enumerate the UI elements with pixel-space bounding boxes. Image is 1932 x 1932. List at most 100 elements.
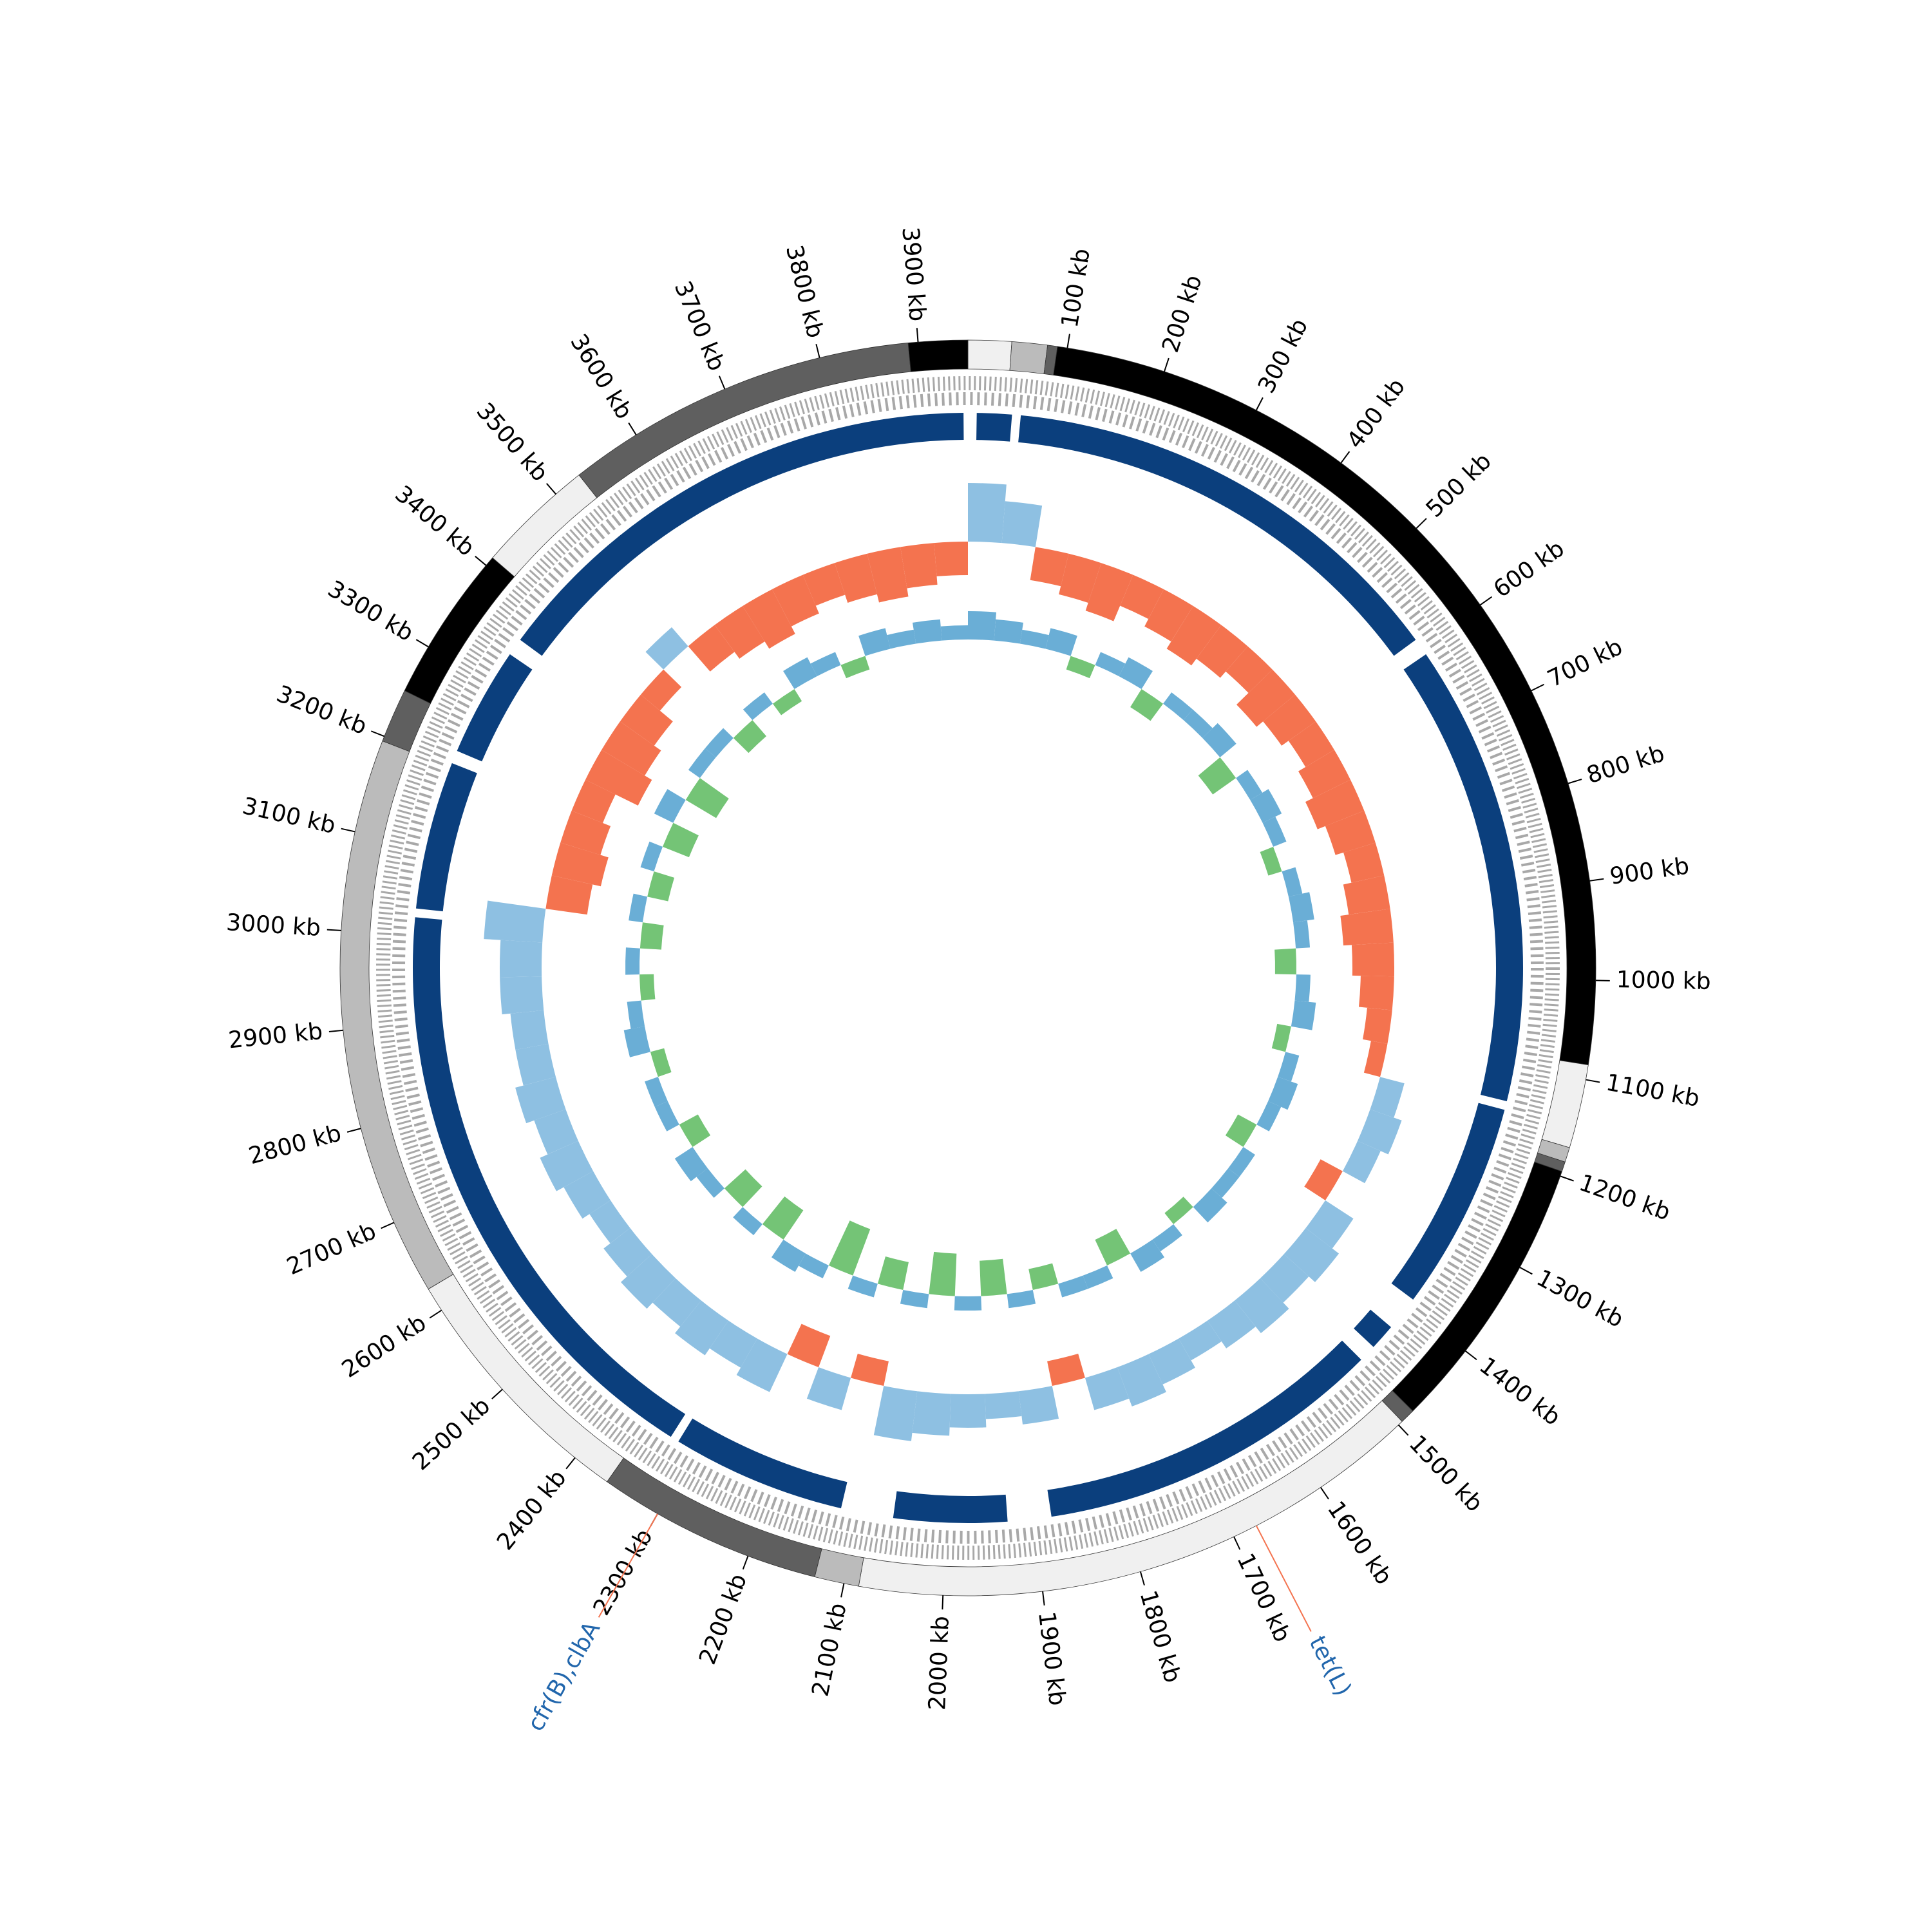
tick-mark xyxy=(1589,878,1604,882)
x-tick-label: 1500 kb xyxy=(1404,1430,1488,1517)
x-tick-label: 300 kb xyxy=(1253,314,1313,397)
x-tick-label: 3500 kb xyxy=(471,398,553,487)
gc-content-bar xyxy=(1288,721,1334,768)
gc-skew-bar xyxy=(858,628,891,656)
tick-mark xyxy=(718,375,726,390)
gc-skew-bar xyxy=(733,720,766,753)
tick-mark xyxy=(346,1128,361,1133)
blast-hit xyxy=(1047,1340,1361,1517)
tick-mark xyxy=(1340,451,1350,464)
tick-mark xyxy=(545,483,556,495)
x-tick-label: 2700 kb xyxy=(283,1218,380,1280)
gc-skew-bar xyxy=(1183,709,1213,738)
gc-content-bar xyxy=(545,875,593,915)
gc-content-bar xyxy=(1305,779,1365,829)
gc-skew-bar xyxy=(771,1239,806,1273)
gc-content-bar xyxy=(571,779,616,823)
gc-skew-bar xyxy=(645,1077,668,1107)
gc-skew-bar xyxy=(810,652,841,676)
gc-content-bar xyxy=(1179,1320,1222,1361)
gc-content-bar xyxy=(652,1278,701,1327)
gc-content-bar xyxy=(515,1077,566,1124)
annotation-line xyxy=(1255,1525,1312,1632)
x-tick-label: 1600 kb xyxy=(1322,1497,1397,1589)
tick-mark xyxy=(475,556,487,566)
gc-skew-bar xyxy=(674,1147,708,1182)
gc-content-bar xyxy=(1018,1385,1059,1425)
gc-skew-bar xyxy=(799,1253,829,1278)
blast-hit xyxy=(1391,1103,1505,1300)
gc-content-bar xyxy=(772,574,819,627)
gc-skew-bar xyxy=(1211,1168,1240,1198)
gc-skew-bar xyxy=(840,656,870,679)
gc-content-bar xyxy=(968,483,1007,544)
gc-content-bar xyxy=(1226,646,1273,693)
tick-mark xyxy=(1464,1350,1477,1361)
gc-content-bar xyxy=(802,563,846,606)
gc-content-bar xyxy=(534,1109,578,1155)
gc-skew-bar xyxy=(625,947,640,975)
x-tick-label: 2400 kb xyxy=(492,1465,572,1555)
tick-mark xyxy=(370,730,385,737)
gc-content-bar xyxy=(603,1227,652,1277)
gc-content-bar xyxy=(1144,589,1193,642)
x-tick-label: 1700 kb xyxy=(1231,1549,1295,1646)
gc-content-bar xyxy=(1085,563,1133,621)
gc-skew-bar xyxy=(848,1275,878,1298)
gc-skew-bar xyxy=(647,871,675,902)
gc-content-bar xyxy=(500,976,544,1015)
gc-skew-bar xyxy=(1293,920,1311,949)
gc-skew-bar xyxy=(1202,723,1236,758)
blast-hit xyxy=(678,1418,848,1509)
x-tick-label: 3200 kb xyxy=(273,681,371,740)
gc-content-bar xyxy=(1358,976,1394,1010)
tick-mark xyxy=(328,1029,343,1032)
gc-content-bar xyxy=(1235,1278,1289,1334)
x-tick-label: 3700 kb xyxy=(669,278,730,375)
gc-content-bar xyxy=(499,940,543,978)
gc-skew-bar xyxy=(639,974,656,1001)
gc-content-bar xyxy=(743,589,795,649)
tick-mark xyxy=(1416,518,1427,529)
gc-skew-bar xyxy=(994,619,1024,644)
x-tick-label: 2100 kb xyxy=(808,1601,852,1699)
blast-hit xyxy=(457,654,533,762)
gc-content-bar xyxy=(551,842,609,887)
gc-skew-bar xyxy=(887,629,916,649)
gc-content-bar xyxy=(620,694,673,746)
gc-skew-bar xyxy=(1274,948,1296,975)
gc-skew-bar xyxy=(639,922,664,950)
tick-mark xyxy=(327,929,341,931)
gc-skew-bar xyxy=(1282,867,1303,897)
gc-content-bar xyxy=(675,1300,729,1356)
gc-skew-bar xyxy=(1228,1147,1255,1177)
gc-content-bar xyxy=(1263,694,1316,746)
tick-mark xyxy=(1139,1571,1145,1586)
x-tick-label: 2300 kb xyxy=(589,1525,658,1620)
tick-mark xyxy=(840,1583,845,1598)
x-tick-label: 500 kb xyxy=(1421,448,1497,523)
blast-hit xyxy=(893,1491,1008,1523)
tick-mark xyxy=(1567,779,1582,784)
gc-content-bar xyxy=(621,1254,676,1309)
gc-content-bar xyxy=(1358,1109,1402,1155)
gc-skew-bar xyxy=(1291,1000,1316,1030)
x-tick-label: 3400 kb xyxy=(390,480,479,562)
gc-content-bar xyxy=(867,547,909,603)
gc-skew-bar xyxy=(654,789,686,823)
annotation-label: tet(L) xyxy=(1303,1632,1356,1700)
gc-skew-bar xyxy=(912,619,942,644)
tick-mark xyxy=(1066,334,1070,348)
gc-skew-bar xyxy=(783,657,817,690)
tick-mark xyxy=(1255,397,1264,411)
gc-content-bar xyxy=(560,810,611,855)
gc-skew-bar xyxy=(828,1220,871,1276)
tick-mark xyxy=(1519,1267,1533,1275)
x-tick-label: 3100 kb xyxy=(240,793,338,839)
gc-skew-bar xyxy=(1066,656,1095,679)
gc-content-bar xyxy=(564,1171,611,1219)
gc-content-bar xyxy=(640,669,682,711)
gc-content-bar xyxy=(1148,1338,1195,1385)
gc-skew-bar xyxy=(772,689,802,715)
